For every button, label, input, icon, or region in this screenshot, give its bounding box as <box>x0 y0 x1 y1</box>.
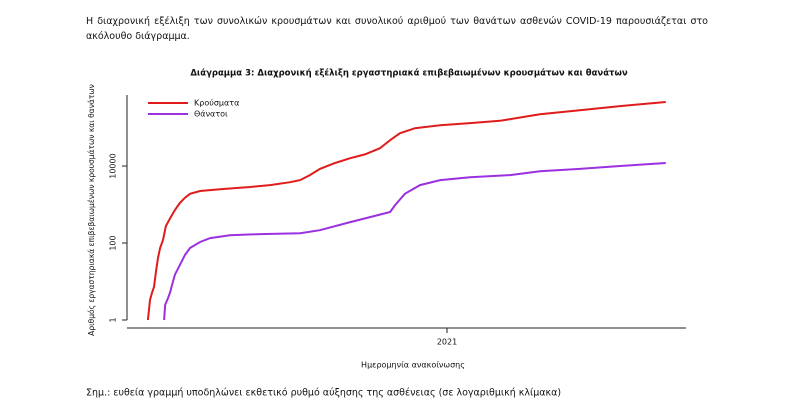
series-line <box>146 101 666 321</box>
series-line <box>163 162 666 321</box>
legend-label: Κρούσματα <box>194 98 239 108</box>
x-tick-label: 2021 <box>437 338 457 347</box>
legend-label: Θάνατοι <box>194 110 228 119</box>
chart-title: Διάγραμμα 3: Διαχρονική εξέλιξη εργαστηρ… <box>190 68 628 79</box>
y-axis-label: Αριθμός εργαστηριακά επιβεβαιωμένων κρου… <box>87 84 96 336</box>
y-tick-label: 100 <box>109 235 118 250</box>
x-axis-label: Ημερομηνία ανακοίνωσης <box>361 361 465 370</box>
note: Σημ.: ευθεία γραμμή υποδηλώνει εκθετικό … <box>86 388 561 399</box>
y-tick-label: 10000 <box>109 153 118 178</box>
y-tick-label: 1 <box>109 317 118 322</box>
paragraph: Η διαχρονική εξέλιξη των συνολικών κρουσ… <box>86 16 708 42</box>
